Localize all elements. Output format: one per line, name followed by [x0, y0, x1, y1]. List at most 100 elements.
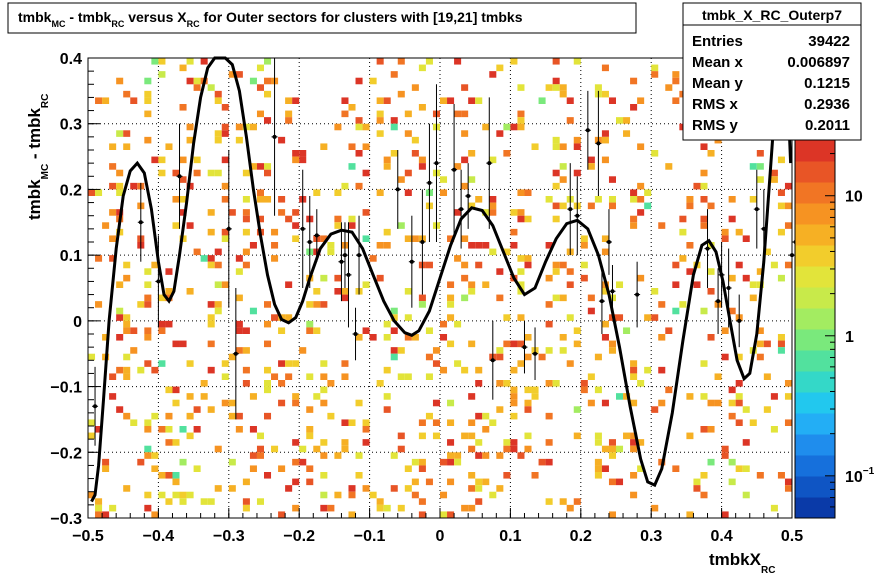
heatmap-cell — [742, 491, 750, 499]
heatmap-cell — [608, 445, 616, 453]
heatmap-cell — [292, 97, 300, 104]
heatmap-cell — [376, 117, 384, 124]
heatmap-cell — [482, 281, 490, 288]
heatmap-cell — [130, 327, 138, 334]
heatmap-cell — [545, 412, 553, 420]
heatmap-cell — [102, 97, 110, 104]
heatmap-cell — [235, 426, 243, 433]
heatmap-cell — [271, 445, 279, 453]
heatmap-cell — [517, 84, 525, 91]
heatmap-cell — [468, 242, 476, 249]
heatmap-cell — [376, 58, 384, 65]
heatmap-cell — [594, 465, 602, 472]
heatmap-cell — [116, 130, 124, 137]
heatmap-cell — [707, 268, 715, 275]
heatmap-cell — [784, 202, 792, 210]
heatmap-cell — [665, 327, 673, 334]
heatmap-cell — [784, 393, 792, 400]
heatmap-cell — [144, 452, 152, 459]
heatmap-cell — [735, 353, 743, 361]
heatmap-cell — [454, 320, 462, 328]
heatmap-cell — [658, 301, 666, 308]
heatmap-cell — [693, 281, 701, 288]
heatmap-cell — [601, 136, 609, 144]
heatmap-cell — [109, 373, 117, 380]
heatmap-cell — [249, 123, 257, 131]
heatmap-cell — [376, 498, 384, 505]
heatmap-cell — [144, 281, 152, 288]
heatmap-cell — [179, 340, 187, 348]
heatmap-cell — [510, 209, 518, 216]
heatmap-cell — [503, 123, 511, 131]
palette-cell — [795, 497, 835, 519]
heatmap-cell — [756, 340, 764, 348]
palette-cell — [795, 455, 835, 477]
heatmap-cell — [496, 452, 504, 459]
heatmap-cell — [383, 156, 391, 164]
fit-curve — [90, 56, 793, 503]
heatmap-cell — [651, 64, 659, 72]
heatmap-cell — [264, 196, 272, 203]
heatmap-cell — [454, 163, 462, 170]
heatmap-cell — [468, 150, 476, 157]
heatmap-cell — [390, 123, 398, 131]
heatmap-cell — [784, 478, 792, 486]
heatmap-cell — [552, 182, 560, 190]
heatmap-cell — [186, 77, 194, 85]
heatmap-cell — [235, 294, 243, 302]
heatmap-cell — [728, 458, 736, 466]
heatmap-cell — [278, 136, 286, 144]
heatmap-cell — [524, 445, 532, 453]
stats-value: 0.006897 — [787, 54, 850, 71]
heatmap-cell — [594, 432, 602, 440]
heatmap-cell — [285, 360, 293, 367]
heatmap-cell — [447, 478, 455, 486]
heatmap-cell — [299, 150, 307, 157]
y-tick-label: 0.2 — [60, 182, 82, 199]
heatmap-cell — [425, 261, 433, 269]
heatmap-cell — [461, 235, 469, 242]
heatmap-cell — [292, 504, 300, 512]
heatmap-cell — [630, 366, 638, 374]
heatmap-cell — [158, 156, 166, 164]
heatmap-cell — [566, 268, 574, 275]
heatmap-cell — [207, 228, 215, 236]
heatmap-cell — [517, 117, 525, 124]
heatmap-cell — [454, 360, 462, 367]
heatmap-cell — [573, 58, 581, 65]
heatmap-cell — [362, 123, 370, 131]
heatmap-cell — [151, 465, 159, 472]
heatmap-cell — [102, 465, 110, 472]
heatmap-cell — [341, 360, 349, 367]
x-tick-label: 0 — [436, 528, 445, 545]
heatmap-cell — [665, 163, 673, 170]
heatmap-cell — [594, 353, 602, 361]
heatmap-cell — [144, 334, 152, 341]
heatmap-cell — [116, 281, 124, 288]
heatmap-cell — [510, 386, 518, 394]
palette-cell — [795, 203, 835, 225]
heatmap-cell — [242, 248, 250, 256]
heatmap-cell — [123, 366, 131, 374]
heatmap-cell — [517, 340, 525, 348]
heatmap-cell — [186, 393, 194, 400]
heatmap-cell — [355, 77, 363, 85]
heatmap-cell — [524, 261, 532, 269]
heatmap-cell — [102, 222, 110, 229]
heatmap-cell — [397, 58, 405, 65]
heatmap-cell — [475, 485, 483, 492]
heatmap-cell — [594, 84, 602, 91]
heatmap-cell — [566, 281, 574, 288]
heatmap-cell — [756, 163, 764, 170]
heatmap-cell — [517, 314, 525, 321]
palette-cell — [795, 266, 835, 288]
heatmap-cell — [447, 511, 455, 518]
heatmap-cell — [123, 261, 131, 269]
heatmap-cell — [461, 110, 469, 118]
heatmap-cell — [256, 498, 264, 505]
heatmap-cell — [320, 491, 328, 499]
heatmap-cell — [531, 386, 539, 394]
heatmap-cell — [545, 458, 553, 466]
heatmap-cell — [524, 189, 532, 196]
stats-label: RMS y — [692, 117, 739, 134]
